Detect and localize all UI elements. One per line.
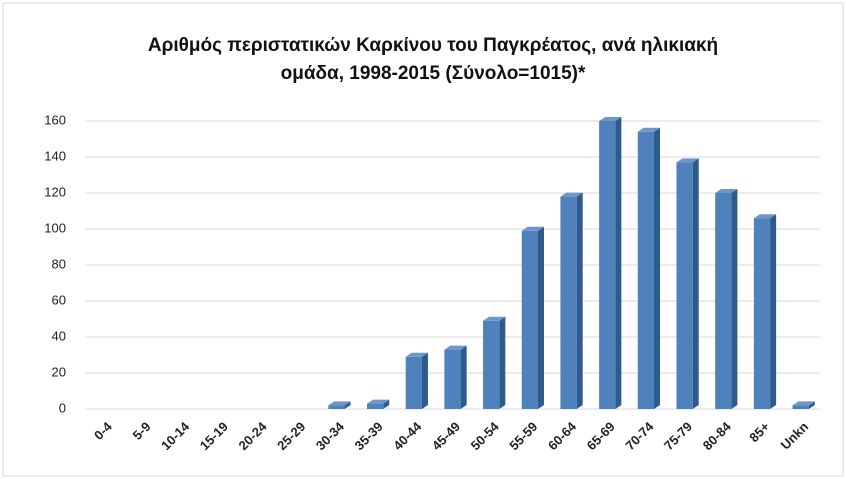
bar-front xyxy=(405,356,422,409)
bar-top xyxy=(483,316,506,321)
bar-side xyxy=(537,226,544,409)
bar-front xyxy=(521,230,538,409)
bar-top xyxy=(521,226,544,231)
bar-top xyxy=(792,401,815,406)
bar-front xyxy=(753,218,771,409)
bar-side xyxy=(460,345,467,409)
y-tick-label: 160 xyxy=(44,112,66,127)
bar-top xyxy=(367,399,390,404)
bar-front xyxy=(367,403,384,409)
bar-front xyxy=(483,320,500,409)
y-tick-label: 100 xyxy=(44,220,66,235)
bar-top xyxy=(676,158,699,163)
bar-top xyxy=(599,117,622,121)
y-tick-label: 40 xyxy=(52,328,66,343)
bar-front xyxy=(599,121,616,409)
bar-front xyxy=(444,349,461,409)
bar xyxy=(715,189,738,409)
bar xyxy=(753,214,777,409)
bar-top xyxy=(715,189,738,193)
bar-side xyxy=(344,401,351,409)
y-tick-label: 80 xyxy=(52,256,66,271)
bar-top xyxy=(560,192,583,197)
bar-side xyxy=(576,192,583,409)
bar-side xyxy=(692,158,699,409)
bar xyxy=(367,399,390,409)
bar-top xyxy=(444,345,467,350)
bar-top xyxy=(328,401,351,406)
bar xyxy=(560,192,583,409)
bar xyxy=(444,345,467,409)
y-tick-label: 60 xyxy=(52,292,66,307)
bar xyxy=(521,226,544,409)
bar-side xyxy=(421,352,428,409)
bar-top xyxy=(637,127,661,132)
bar-front xyxy=(328,405,345,409)
bar-side xyxy=(731,189,738,409)
y-tick-label: 20 xyxy=(52,364,66,379)
bar-side xyxy=(499,316,506,409)
chart-title: Αριθμός περιστατικών Καρκίνου του Παγκρέ… xyxy=(148,35,718,56)
bar xyxy=(405,352,428,409)
bar-front xyxy=(560,196,577,409)
bar-side xyxy=(654,127,661,410)
bar-front xyxy=(792,405,809,409)
bar-front xyxy=(637,131,655,410)
bar-side xyxy=(770,214,777,409)
bar-front xyxy=(676,162,693,409)
bar-side xyxy=(615,117,622,409)
bar-front xyxy=(715,193,732,409)
y-tick-label: 120 xyxy=(44,184,66,199)
bar-side xyxy=(383,399,390,409)
bar xyxy=(676,158,699,409)
bar-side xyxy=(808,401,815,409)
bar xyxy=(599,117,622,409)
bar xyxy=(792,401,815,409)
bar-top xyxy=(405,352,428,357)
y-tick-label: 0 xyxy=(59,400,66,415)
chart-title: ομάδα, 1998-2015 (Σύνολο=1015)* xyxy=(281,63,586,84)
y-tick-label: 140 xyxy=(44,148,66,163)
bar xyxy=(637,127,661,410)
bar-top xyxy=(753,214,777,219)
bar xyxy=(483,316,506,409)
bar xyxy=(328,401,351,409)
